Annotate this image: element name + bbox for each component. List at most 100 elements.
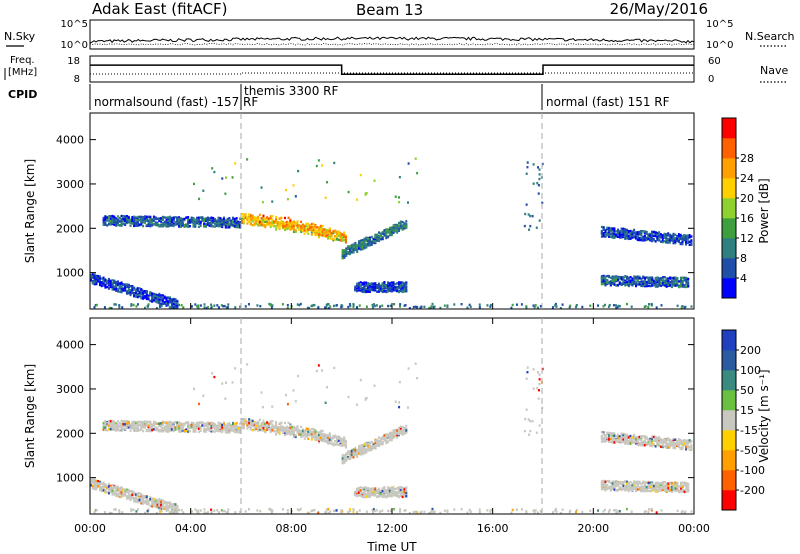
power-cell-1497 (330, 231, 333, 235)
velocity-cell-734 (167, 427, 170, 431)
velocity-cell-348 (161, 504, 164, 507)
power-cell-3144 (533, 305, 536, 309)
power-cell-1608 (350, 246, 353, 250)
power-cell-817 (187, 218, 190, 221)
power-cell-1690 (367, 240, 370, 243)
power-cell-1650 (359, 242, 362, 245)
power-cell-2955 (132, 303, 135, 307)
power-cell-685 (158, 219, 161, 222)
power-cell-3203 (529, 224, 532, 228)
power-cell-187 (127, 285, 130, 288)
velocity-cell-1143 (255, 424, 258, 428)
power-cell-2373 (654, 285, 657, 288)
velocity-cell-91 (107, 485, 110, 488)
velocity-cell-1397 (309, 431, 312, 435)
power-cell-3182 (202, 189, 205, 192)
power-cell-63 (102, 280, 105, 283)
power-cell-1132 (253, 222, 256, 225)
power-cell-211 (133, 294, 136, 298)
power-cell-2572 (609, 227, 612, 230)
power-cell-1622 (354, 245, 357, 248)
power-cell-1267 (282, 226, 285, 230)
power-cell-1051 (237, 222, 240, 225)
velocity-cell-1352 (300, 433, 303, 436)
power-cell-1905 (365, 287, 368, 291)
power-cell-2632 (622, 227, 625, 231)
power-cell-2960 (203, 306, 206, 309)
power-cell-3135 (399, 305, 402, 308)
power-cell-2070 (397, 286, 400, 289)
power-cell-3210 (529, 214, 532, 218)
velocity-cell-1132 (253, 427, 256, 430)
power-cell-800 (181, 222, 184, 226)
power-cell-2635 (622, 229, 625, 232)
power-cell-2404 (662, 279, 665, 283)
power-cell-2009 (385, 290, 388, 293)
velocity-cell-1074 (242, 422, 245, 426)
power-cell-3126 (227, 303, 230, 306)
power-cell-155 (120, 281, 123, 285)
velocity-cell-735 (167, 424, 170, 428)
power-cell-2681 (633, 228, 636, 232)
velocity-cell-193 (129, 493, 132, 497)
velocity-cell-900 (205, 430, 208, 433)
velocity-cell-155 (120, 486, 123, 490)
power-cell-2326 (645, 283, 648, 286)
power-cell-2653 (625, 236, 628, 240)
power-cell-565 (131, 215, 134, 219)
velocity-cell-33 (95, 485, 98, 488)
power-cell-1427 (316, 231, 319, 234)
power-cell-3079 (373, 304, 376, 308)
power-cell-1097 (248, 214, 251, 217)
velocity-cell-697 (160, 429, 163, 432)
power-cell-918 (208, 222, 211, 225)
velocity-cell-1437 (318, 438, 321, 441)
velocity-cell-397 (170, 506, 173, 509)
velocity-cell-816 (187, 430, 190, 433)
power-cell-1313 (291, 225, 294, 228)
power-cell-2197 (617, 278, 620, 282)
power-cell-2367 (654, 283, 657, 286)
power-cell-3205 (541, 201, 544, 205)
velocity-cell-924 (210, 430, 213, 433)
power-cell-253 (142, 296, 145, 299)
power-cell-495 (116, 220, 119, 223)
power-cell-1656 (359, 245, 362, 249)
power-cell-2334 (647, 279, 650, 282)
velocity-cell-1477 (326, 436, 329, 439)
power-cell-675 (154, 216, 157, 219)
velocity-cell-306 (152, 497, 155, 501)
velocity-cell-118 (113, 485, 116, 489)
power-cell-3074 (575, 303, 578, 307)
power-cell-3036 (555, 305, 558, 308)
power-cell-2250 (627, 279, 630, 282)
power-cell-2389 (658, 281, 661, 285)
velocity-cell-202 (131, 491, 134, 494)
power-cell-260 (143, 291, 146, 294)
velocity-cell-1016 (230, 425, 233, 428)
velocity-cell-1693 (368, 441, 371, 444)
velocity-cell-1666 (361, 445, 364, 449)
power-cell-2712 (638, 238, 641, 242)
power-cell-2422 (665, 284, 668, 287)
power-cell-2577 (611, 227, 614, 231)
power-cell-1103 (248, 213, 251, 216)
velocity-cell-424 (102, 426, 105, 429)
power-ytick-label-1000: 1000 (56, 267, 84, 280)
power-cell-225 (136, 295, 139, 299)
power-cell-2064 (396, 282, 399, 285)
velocity-cell-502 (118, 429, 121, 432)
power-cell-1055 (239, 217, 242, 220)
power-cell-1926 (368, 286, 371, 289)
power-cell-3020 (352, 305, 355, 308)
power-cell-579 (134, 221, 137, 224)
power-cell-1151 (257, 220, 260, 224)
power-cell-2073 (397, 281, 400, 285)
velocity-cell-177 (125, 495, 128, 498)
power-cell-2916 (683, 234, 686, 237)
power-cell-1569 (341, 252, 344, 255)
noise-panel-frame (89, 19, 695, 50)
velocity-cell-1037 (233, 427, 236, 431)
power-cell-1641 (358, 240, 361, 243)
velocity-cell-324 (156, 499, 159, 502)
